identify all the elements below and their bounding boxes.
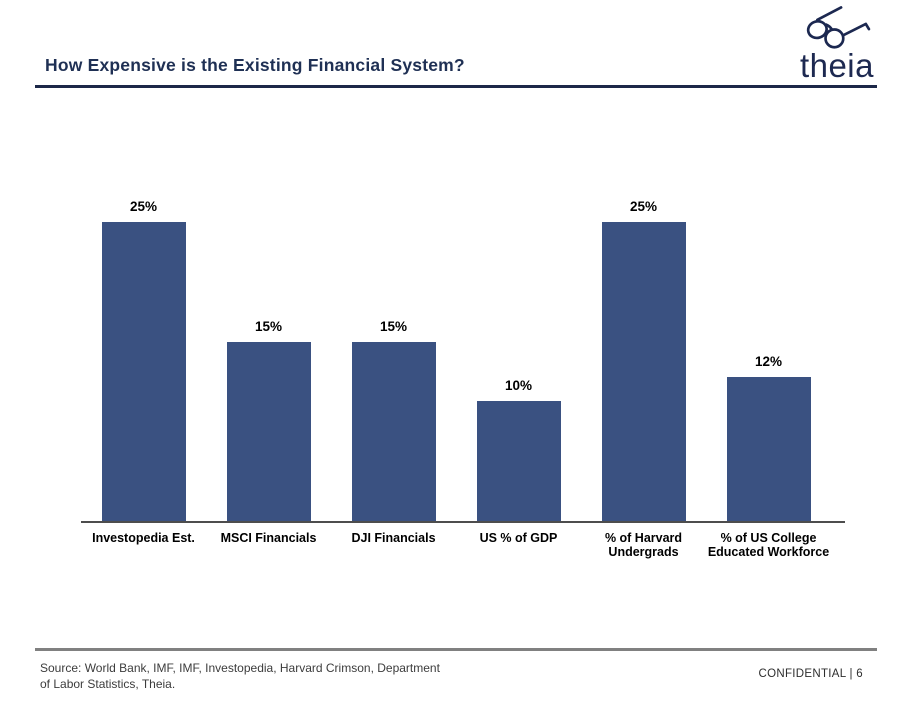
bar-dji-financials — [351, 341, 436, 521]
logo-wordmark: theia — [799, 47, 874, 84]
bar-value-label: 25% — [129, 198, 158, 214]
theia-logo: theia — [774, 3, 874, 84]
bar-investopedia-est — [101, 221, 186, 521]
title-underline — [35, 85, 877, 88]
bar-value-label: 12% — [754, 354, 783, 370]
confidential-page-number: CONFIDENTIAL | 6 — [758, 668, 863, 680]
chart-plot-area: 25% 15% 15% 10% 25% 12% — [81, 199, 845, 523]
bar-group: 12% — [706, 354, 831, 521]
x-axis-label: MSCI Financials — [220, 531, 317, 545]
bar-group: 15% — [331, 319, 456, 521]
x-axis-label: Investopedia Est. — [92, 531, 195, 545]
x-axis-label: % of Harvard Undergrads — [604, 531, 683, 560]
bar-group: 25% — [81, 199, 206, 521]
x-axis-labels: Investopedia Est. MSCI Financials DJI Fi… — [81, 523, 845, 560]
bar-us-pct-of-gdp — [476, 401, 561, 521]
x-axis-label: % of US College Educated Workforce — [707, 531, 830, 560]
footer-rule — [35, 648, 877, 651]
page-title: How Expensive is the Existing Financial … — [45, 55, 465, 75]
bar-value-label: 10% — [504, 378, 533, 394]
x-axis-label: DJI Financials — [351, 531, 436, 545]
bar-harvard-undergrads — [601, 221, 686, 521]
source-note: Source: World Bank, IMF, IMF, Investoped… — [40, 661, 440, 691]
glasses-icon — [774, 3, 874, 49]
bar-group: 15% — [206, 319, 331, 521]
bar-value-label: 25% — [629, 198, 658, 214]
bar-value-label: 15% — [379, 318, 408, 334]
bar-msci-financials — [226, 341, 311, 521]
bar-chart: 25% 15% 15% 10% 25% 12% — [81, 199, 845, 560]
bar-group: 10% — [456, 378, 581, 521]
bar-college-educated-workforce — [726, 377, 811, 521]
bar-value-label: 15% — [254, 318, 283, 334]
bar-group: 25% — [581, 199, 706, 521]
x-axis-label: US % of GDP — [479, 531, 558, 545]
